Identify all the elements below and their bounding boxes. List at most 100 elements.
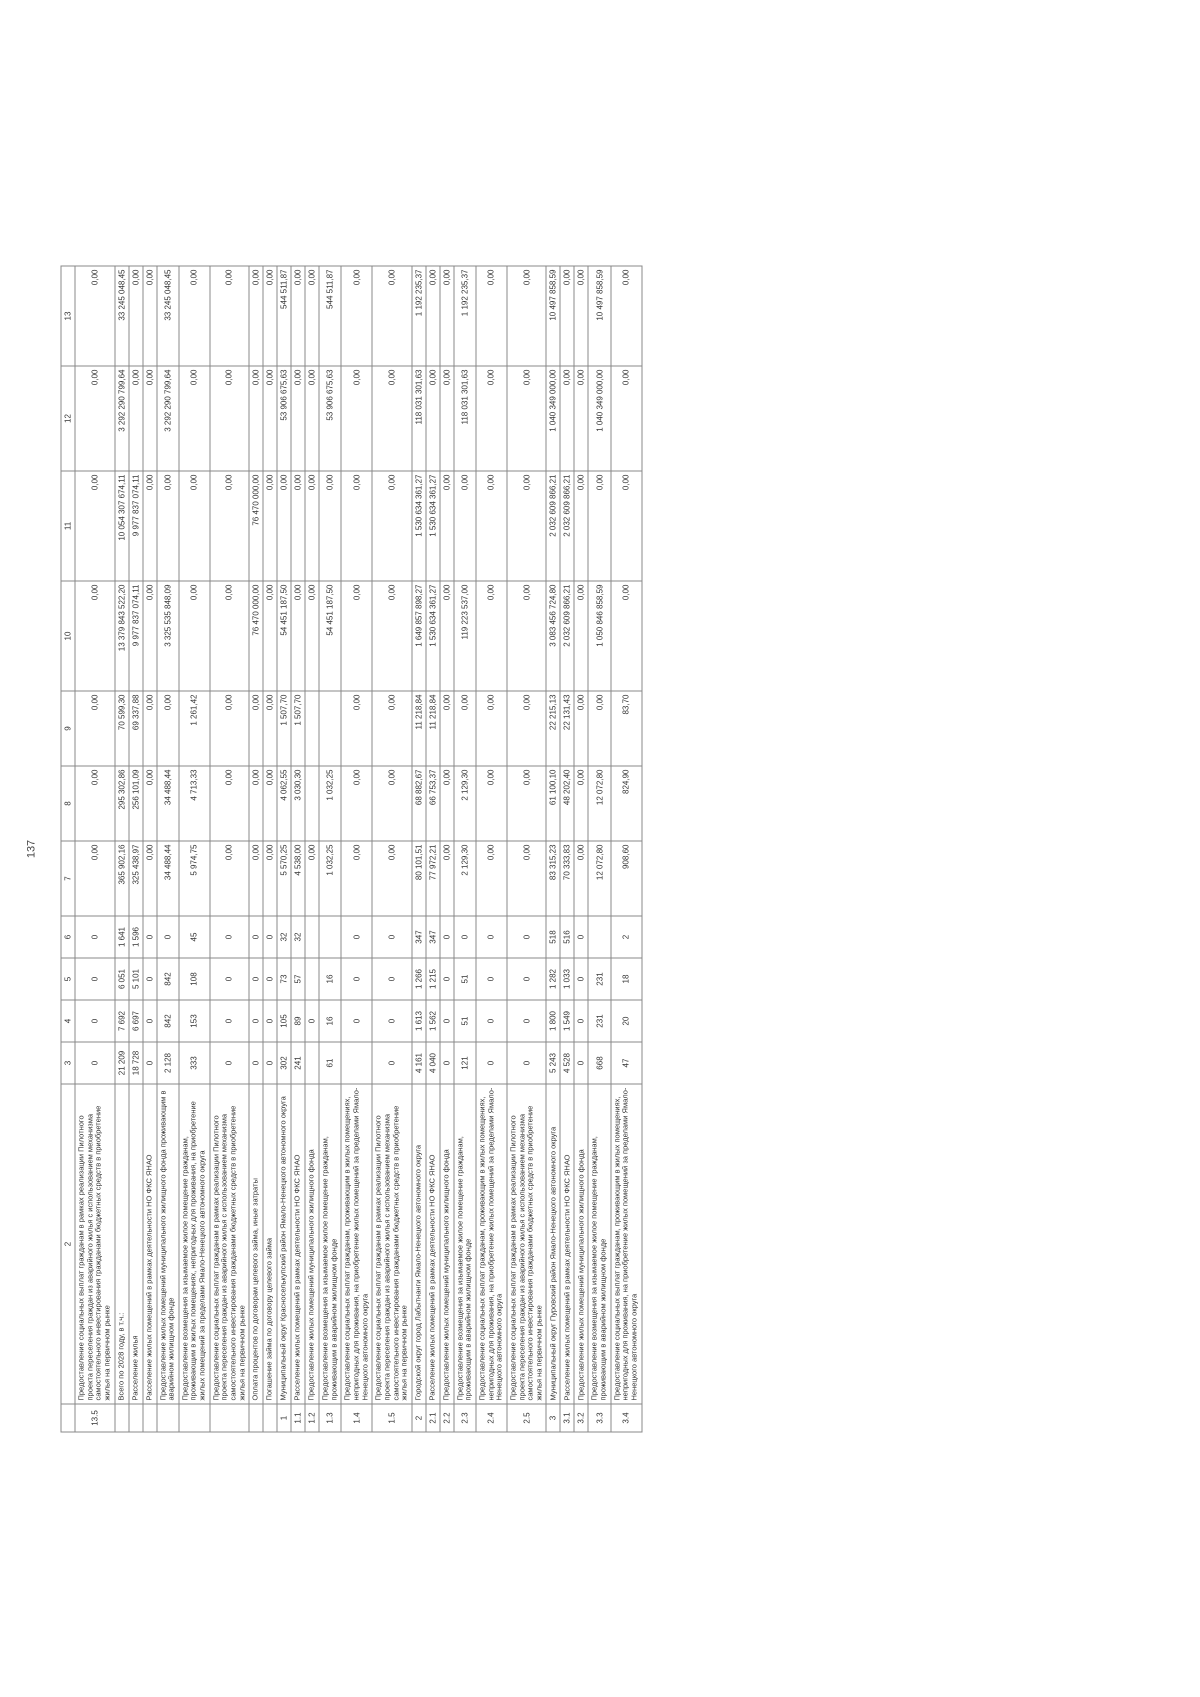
cell: 69 337,88 — [128, 691, 142, 766]
cell: 0,00 — [277, 471, 291, 581]
row-name: Предоставление возмещения за изымаемое ж… — [319, 1084, 341, 1404]
cell: 0,00 — [263, 471, 277, 581]
cell: 83,70 — [610, 691, 641, 766]
cell: 0,00 — [209, 266, 249, 366]
cell: 1 613 — [411, 1000, 425, 1042]
cell: 10 497 858,59 — [588, 266, 610, 366]
cell: 33 245 048,45 — [156, 266, 178, 366]
row-no — [209, 1404, 249, 1432]
cell: 1 261,42 — [178, 691, 209, 766]
cell: 0,00 — [439, 766, 453, 841]
row-name: Предоставление возмещения за изымаемое ж… — [453, 1084, 475, 1404]
cell: 0,00 — [263, 266, 277, 366]
cell: 0,00 — [263, 841, 277, 916]
cell: 70 333,83 — [560, 841, 574, 916]
cell: 3 292 290 799,64 — [114, 366, 128, 471]
cell: 0,00 — [439, 841, 453, 916]
cell: 0 — [506, 916, 546, 958]
cell: 0,00 — [156, 471, 178, 581]
cell: 6 051 — [114, 958, 128, 1000]
cell: 70 599,30 — [114, 691, 128, 766]
cell: 518 — [546, 916, 560, 958]
cell: 12 072,80 — [588, 766, 610, 841]
cell: 0 — [263, 1042, 277, 1084]
row-name: Расселение жилых помещений в рамках деят… — [560, 1084, 574, 1404]
cell: 0,00 — [75, 766, 115, 841]
cell: 76 470 000,00 — [249, 581, 263, 691]
cell: 0,00 — [476, 766, 507, 841]
cell: 0 — [249, 916, 263, 958]
row-no: 3.2 — [574, 1404, 588, 1432]
cell: 0 — [476, 958, 507, 1000]
row-no — [114, 1404, 128, 1432]
cell: 16 — [319, 958, 341, 1000]
cell: 3 083 456 724,80 — [546, 581, 560, 691]
cell: 105 — [277, 1000, 291, 1042]
cell: 0,00 — [142, 581, 156, 691]
cell: 0,00 — [506, 366, 546, 471]
cell: 0 — [209, 1000, 249, 1042]
cell — [305, 916, 319, 958]
col-header-4: 5 — [61, 958, 75, 1000]
cell: 0,00 — [209, 581, 249, 691]
cell: 51 — [453, 958, 475, 1000]
cell: 0,00 — [574, 691, 588, 766]
cell: 0,00 — [209, 471, 249, 581]
row-name: Погашение займа по договору целевого зай… — [263, 1084, 277, 1404]
cell: 0,00 — [372, 691, 412, 766]
cell: 0 — [574, 1000, 588, 1042]
cell: 21 209 — [114, 1042, 128, 1084]
cell: 0,00 — [305, 266, 319, 366]
cell: 0,00 — [75, 691, 115, 766]
cell: 0,00 — [263, 691, 277, 766]
cell: 9 977 837 074,11 — [128, 581, 142, 691]
cell: 32 — [277, 916, 291, 958]
cell: 0,00 — [341, 471, 372, 581]
cell: 0 — [506, 958, 546, 1000]
cell: 0 — [75, 1000, 115, 1042]
cell: 0,00 — [476, 581, 507, 691]
cell: 0,00 — [263, 366, 277, 471]
cell: 1 800 — [546, 1000, 560, 1042]
cell: 1 596 — [128, 916, 142, 958]
row-name: Предоставление социальных выплат граждан… — [476, 1084, 507, 1404]
cell: 0,00 — [425, 366, 439, 471]
cell: 1 032,25 — [319, 841, 341, 916]
row-name: Предоставление социальных выплат граждан… — [506, 1084, 546, 1404]
cell: 22 215,13 — [546, 691, 560, 766]
cell: 1 282 — [546, 958, 560, 1000]
cell: 3 030,30 — [291, 766, 305, 841]
col-header-0 — [61, 1404, 75, 1432]
cell: 0 — [372, 958, 412, 1000]
cell: 333 — [178, 1042, 209, 1084]
cell: 0,00 — [249, 841, 263, 916]
cell: 0,00 — [506, 266, 546, 366]
cell: 1 032,25 — [319, 766, 341, 841]
cell — [588, 916, 610, 958]
cell: 5 974,75 — [178, 841, 209, 916]
cell: 18 728 — [128, 1042, 142, 1084]
row-name: Предоставление возмещения за изымаемое ж… — [588, 1084, 610, 1404]
col-header-9: 10 — [61, 581, 75, 691]
cell: 0,00 — [439, 691, 453, 766]
cell: 0,00 — [209, 366, 249, 471]
row-no: 1.2 — [305, 1404, 319, 1432]
row-no: 1.3 — [319, 1404, 341, 1432]
row-name: Муниципальный округ Пуровский район Ямал… — [546, 1084, 560, 1404]
cell: 0,00 — [560, 266, 574, 366]
cell: 0 — [476, 916, 507, 958]
cell: 0,00 — [476, 266, 507, 366]
col-header-11: 12 — [61, 366, 75, 471]
cell — [341, 1042, 372, 1084]
row-name: Расселение жилых помещений в рамках деят… — [142, 1084, 156, 1404]
cell: 908,60 — [610, 841, 641, 916]
cell: 0,00 — [372, 471, 412, 581]
cell: 61 100,10 — [546, 766, 560, 841]
cell: 0,00 — [209, 691, 249, 766]
cell: 51 — [453, 1000, 475, 1042]
cell — [305, 1042, 319, 1084]
col-header-2: 3 — [61, 1042, 75, 1084]
row-no — [156, 1404, 178, 1432]
row-no: 3.3 — [588, 1404, 610, 1432]
cell: 34 488,44 — [156, 766, 178, 841]
